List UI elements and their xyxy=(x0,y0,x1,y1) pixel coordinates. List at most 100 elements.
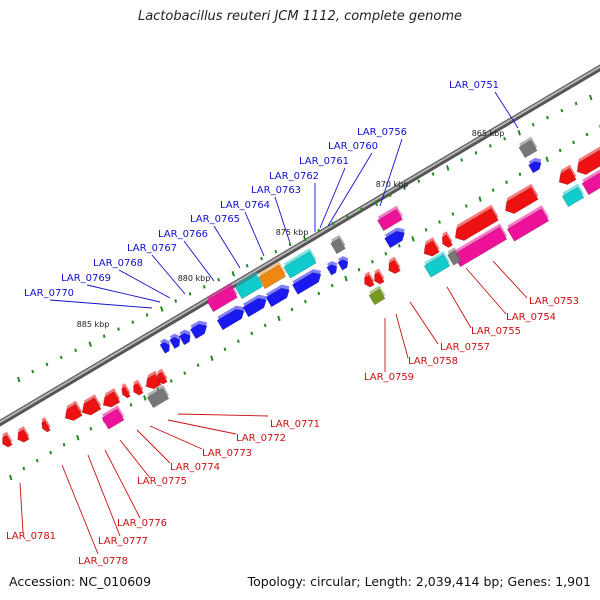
gene-red xyxy=(454,204,499,242)
accession-label: Accession: NC_010609 xyxy=(9,574,152,589)
gene-label-text: LAR_0762 xyxy=(269,171,319,182)
gene-blue xyxy=(242,294,267,318)
forward-gene-track xyxy=(159,136,600,354)
gene-label-text: LAR_0770 xyxy=(24,288,74,299)
gene-label-text: LAR_0765 xyxy=(190,214,240,225)
gene-label-lar_0776[interactable]: LAR_0776 xyxy=(104,449,167,529)
gene-blue xyxy=(326,261,338,276)
gene-cyan xyxy=(234,271,264,300)
scale-label-880: 880 kbp xyxy=(178,274,211,283)
gene-label-lar_0766[interactable]: LAR_0766 xyxy=(158,229,215,282)
gene-label-lar_0757[interactable]: LAR_0757 xyxy=(409,301,490,353)
gene-label-lar_0754[interactable]: LAR_0754 xyxy=(465,267,556,323)
gene-label-lar_0767[interactable]: LAR_0767 xyxy=(127,243,186,295)
gene-label-text: LAR_0778 xyxy=(78,556,128,567)
gene-label-text: LAR_0772 xyxy=(236,433,286,444)
gene-label-lar_0775[interactable]: LAR_0775 xyxy=(119,439,187,487)
gene-label-lar_0764[interactable]: LAR_0764 xyxy=(220,200,270,257)
gene-blue xyxy=(159,338,170,354)
gene-label-lar_0777[interactable]: LAR_0777 xyxy=(87,454,148,547)
gene-red xyxy=(64,400,83,421)
gene-label-lar_0753[interactable]: LAR_0753 xyxy=(492,260,579,307)
gene-label-text: LAR_0774 xyxy=(170,462,220,473)
gene-pink xyxy=(206,282,238,313)
gene-cyan xyxy=(561,183,585,208)
gene-label-text: LAR_0754 xyxy=(506,312,556,323)
gene-red xyxy=(102,388,121,408)
gene-pink xyxy=(101,405,125,430)
gene-label-lar_0765[interactable]: LAR_0765 xyxy=(190,214,241,269)
gene-red xyxy=(133,379,144,396)
gene-blue xyxy=(528,157,542,174)
gene-red xyxy=(17,426,30,443)
gene-blue xyxy=(178,329,191,346)
gene-label-text: LAR_0761 xyxy=(299,156,349,167)
gene-label-text: LAR_0759 xyxy=(364,372,414,383)
gene-label-lar_0760[interactable]: LAR_0760 xyxy=(327,141,378,227)
gene-label-lar_0759[interactable]: LAR_0759 xyxy=(364,318,414,383)
gene-label-text: LAR_0775 xyxy=(137,476,187,487)
gene-blue xyxy=(216,305,245,331)
gene-label-lar_0773[interactable]: LAR_0773 xyxy=(149,425,252,459)
reverse-gene-track xyxy=(2,146,600,448)
gene-olive xyxy=(368,285,386,306)
gene-cyan xyxy=(423,251,451,278)
gene-label-lar_0762[interactable]: LAR_0762 xyxy=(269,171,319,232)
gene-red xyxy=(576,146,600,175)
gene-label-lar_0778[interactable]: LAR_0778 xyxy=(61,464,128,567)
gene-label-text: LAR_0773 xyxy=(202,448,252,459)
gene-label-lar_0755[interactable]: LAR_0755 xyxy=(446,286,521,337)
gene-orange xyxy=(257,261,287,290)
gene-label-lar_0761[interactable]: LAR_0761 xyxy=(299,156,349,229)
gene-label-text: LAR_0758 xyxy=(408,356,458,367)
gene-pink xyxy=(506,205,550,242)
scale-label-875: 875 kbp xyxy=(276,228,309,237)
gene-label-lar_0758[interactable]: LAR_0758 xyxy=(395,313,458,367)
gene-label-text: LAR_0753 xyxy=(529,296,579,307)
gene-label-text: LAR_0760 xyxy=(328,141,378,152)
gene-label-lar_0771[interactable]: LAR_0771 xyxy=(177,413,320,430)
gene-red xyxy=(374,268,385,285)
outer-track-ticks xyxy=(17,94,593,383)
gene-gray xyxy=(146,384,170,409)
gene-label-lar_0756[interactable]: LAR_0756 xyxy=(357,127,407,207)
gene-blue xyxy=(337,256,349,271)
gene-red xyxy=(423,237,440,257)
gene-label-text: LAR_0763 xyxy=(251,185,301,196)
gene-red xyxy=(364,271,375,288)
gene-label-text: LAR_0757 xyxy=(440,342,490,353)
gene-label-text: LAR_0766 xyxy=(158,229,208,240)
gene-label-text: LAR_0767 xyxy=(127,243,177,254)
gene-label-text: LAR_0756 xyxy=(357,127,407,138)
gene-blue xyxy=(169,333,181,350)
genome-backbone xyxy=(0,64,600,427)
gene-gray xyxy=(330,234,346,255)
scale-label-865: 865 kbp xyxy=(472,129,505,138)
gene-red xyxy=(41,417,51,433)
gene-label-text: LAR_0771 xyxy=(270,419,320,430)
gene-red xyxy=(388,256,401,275)
gene-label-lar_0751[interactable]: LAR_0751 xyxy=(449,80,519,129)
gene-gray xyxy=(518,136,538,159)
gene-label-lar_0781[interactable]: LAR_0781 xyxy=(6,482,56,542)
gene-label-lar_0769[interactable]: LAR_0769 xyxy=(61,273,161,303)
gene-label-lar_0774[interactable]: LAR_0774 xyxy=(136,429,220,473)
gene-label-lar_0768[interactable]: LAR_0768 xyxy=(93,258,171,299)
gene-label-lar_0772[interactable]: LAR_0772 xyxy=(167,419,286,444)
gene-red xyxy=(121,383,131,399)
gene-pink xyxy=(377,205,403,232)
gene-gray xyxy=(447,247,461,266)
gene-pink xyxy=(452,223,508,268)
gene-label-text: LAR_0781 xyxy=(6,531,56,542)
gene-blue xyxy=(291,269,322,295)
map-title: Lactobacillus reuteri JCM 1112, complete… xyxy=(137,9,463,24)
gene-label-text: LAR_0768 xyxy=(93,258,143,269)
gene-red xyxy=(145,370,162,390)
gene-label-lar_0770[interactable]: LAR_0770 xyxy=(24,288,153,309)
gene-label-text: LAR_0764 xyxy=(220,200,270,211)
gene-red xyxy=(505,183,539,214)
gene-blue xyxy=(265,284,290,308)
gene-red xyxy=(81,394,102,416)
gene-label-lar_0763[interactable]: LAR_0763 xyxy=(251,185,301,244)
